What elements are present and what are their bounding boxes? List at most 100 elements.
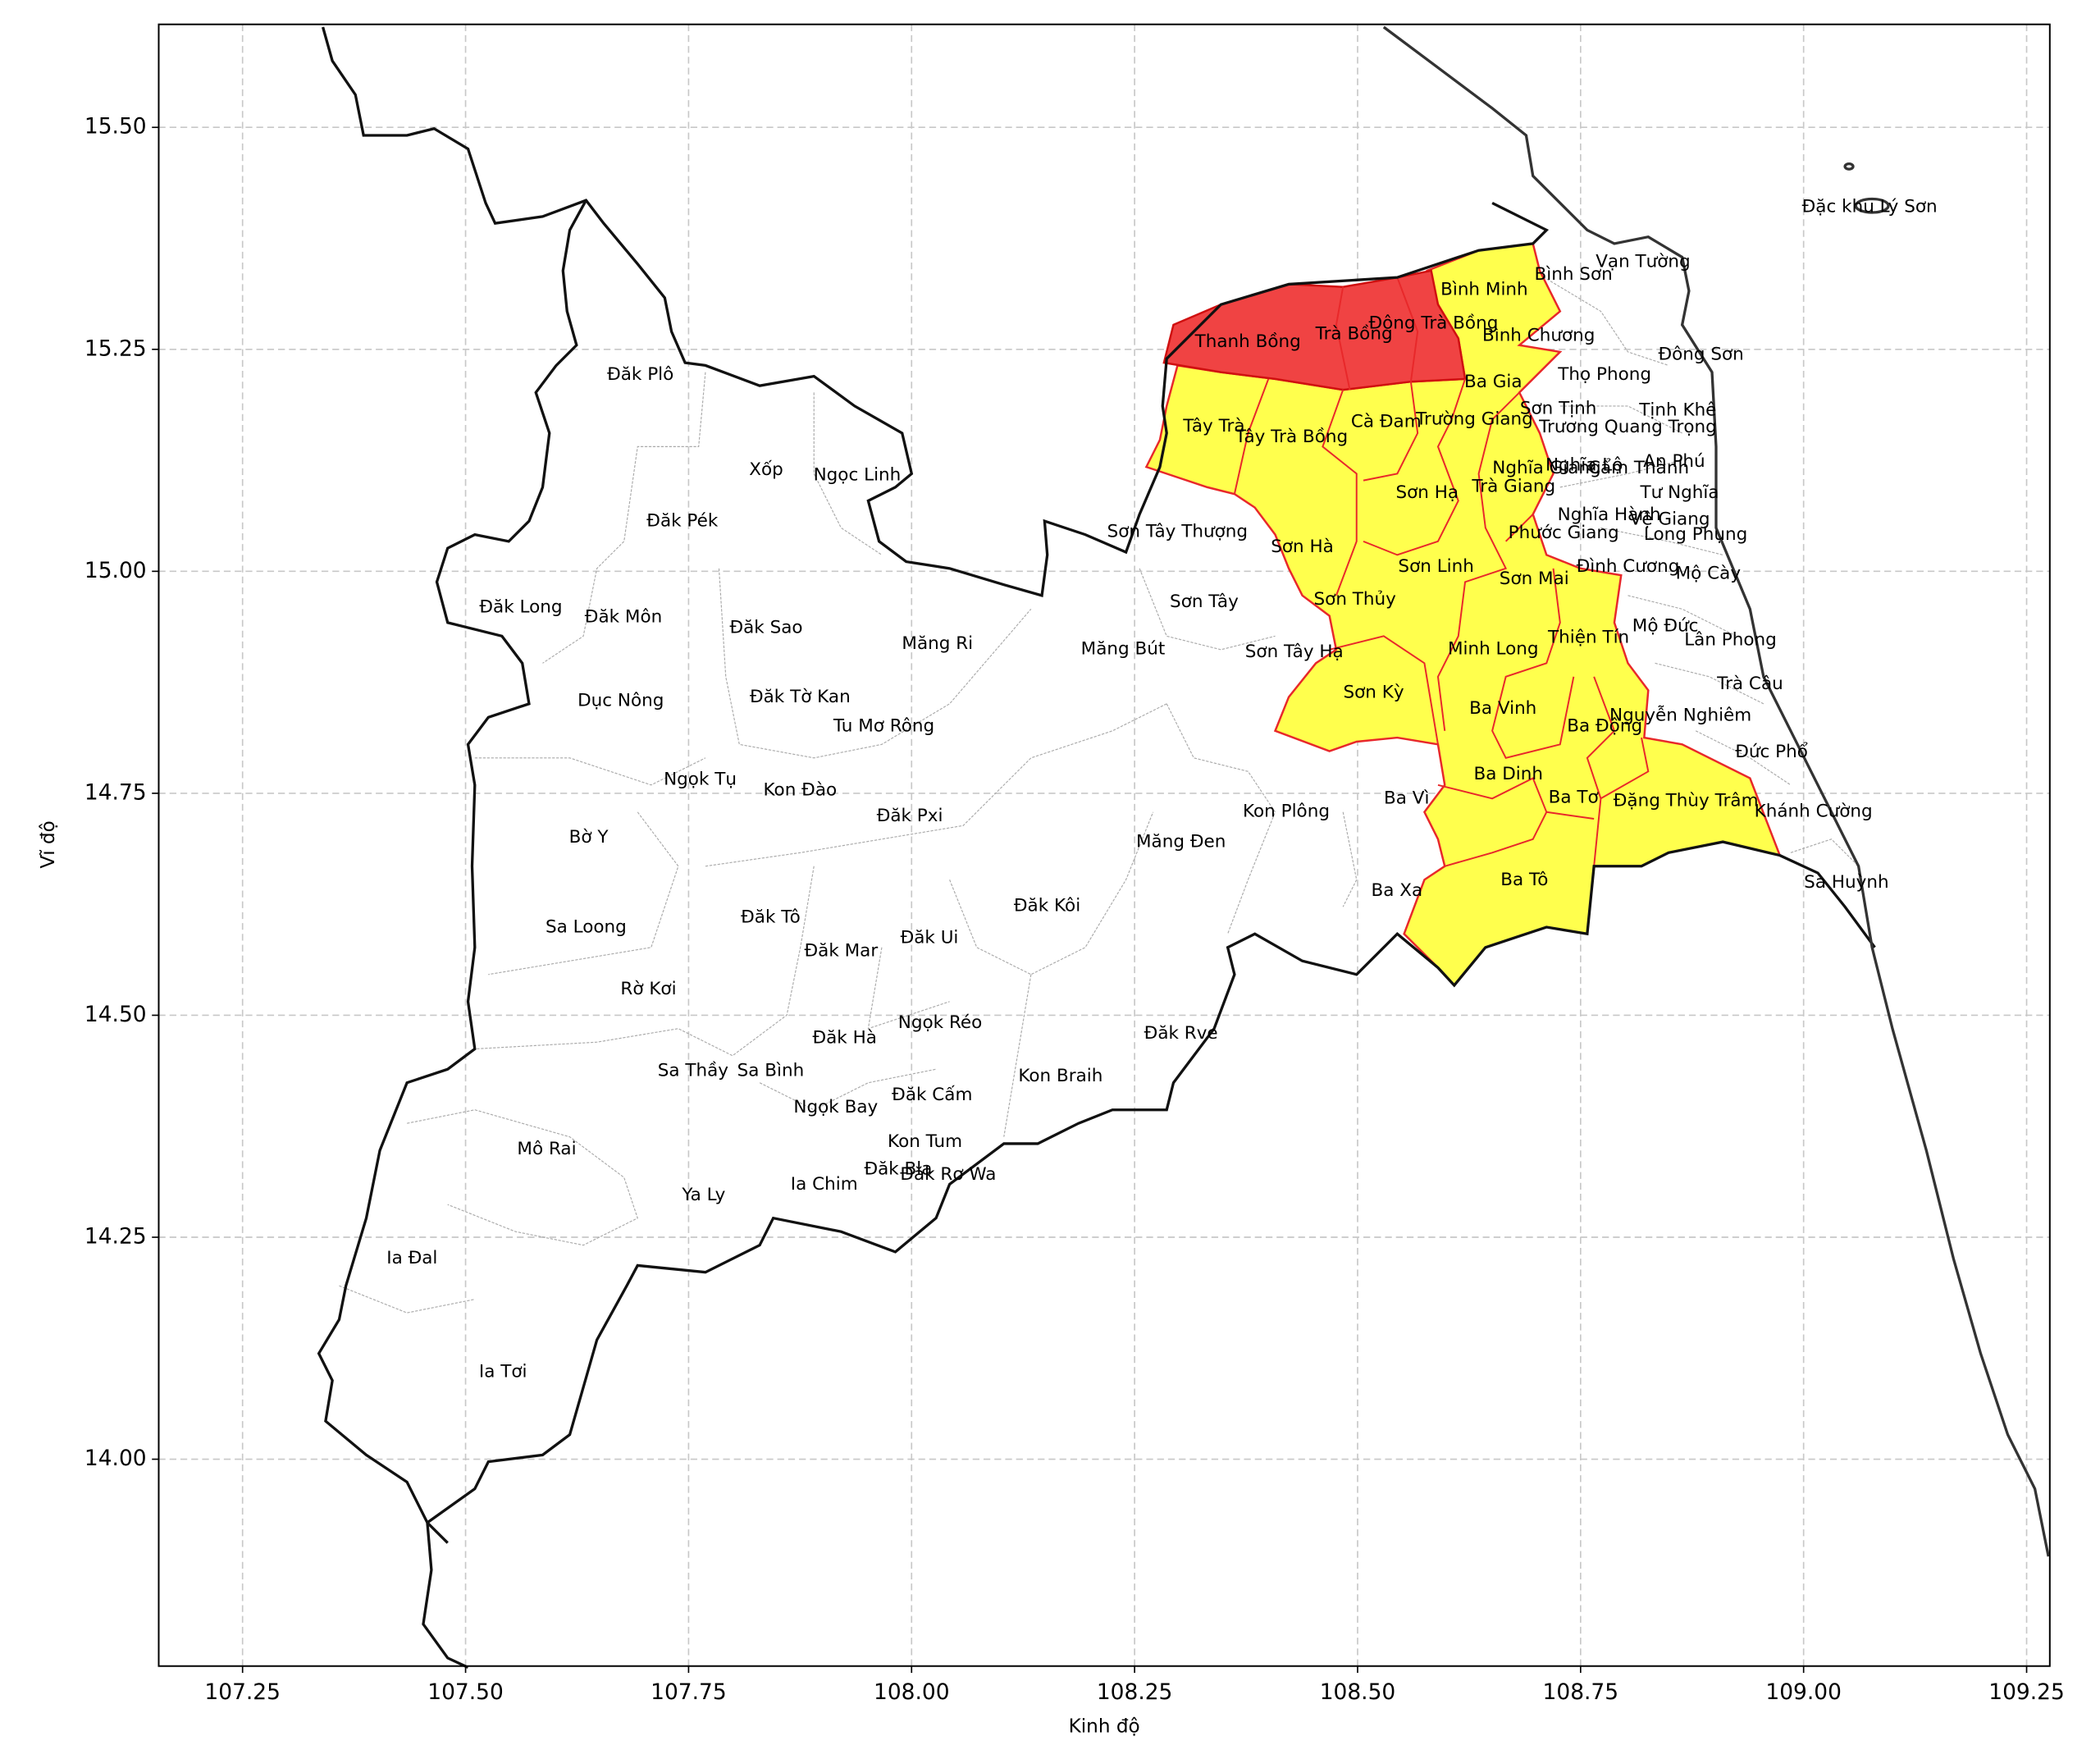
place-label: Đăk Tờ Kan [750, 687, 851, 707]
place-label: Sa Bình [737, 1061, 805, 1081]
place-label: Đăk Hà [812, 1028, 876, 1049]
place-label: Măng Đen [1136, 831, 1226, 852]
x-tick-label: 107.50 [427, 1679, 504, 1705]
grid [158, 24, 2050, 1666]
place-label: Ba Xa [1371, 880, 1422, 901]
place-label: Thọ Phong [1557, 364, 1651, 385]
place-label: Thiện Tín [1547, 628, 1629, 648]
region-yellow [1144, 242, 1782, 987]
place-label: Vệ Giang [1630, 509, 1710, 530]
y-tick-label: 15.50 [84, 114, 147, 139]
place-label: Đặng Thùy Trâm [1614, 791, 1759, 811]
place-label: Nguyễn Nghiêm [1609, 705, 1751, 726]
place-label: Sa Loong [546, 916, 627, 937]
place-label: Trường Giang [1415, 409, 1533, 429]
place-label: Sa Huỳnh [1804, 872, 1888, 893]
place-label: Xốp [749, 459, 783, 480]
place-label: Sơn Linh [1398, 556, 1473, 577]
place-label: Phước Giang [1509, 523, 1619, 543]
place-label: Sơn Hạ [1395, 482, 1459, 503]
y-tick-label: 14.75 [84, 779, 147, 805]
place-label: Đặc khu Lý Sơn [1802, 197, 1938, 217]
island [1843, 162, 1855, 171]
place-label: Trà Câu [1716, 674, 1783, 694]
place-label: Ba Tơ [1549, 787, 1599, 807]
place-label: Bình Minh [1440, 279, 1528, 299]
place-label: Đăk Tô [741, 907, 801, 927]
place-label: Sơn Mai [1500, 569, 1569, 589]
x-tick-label: 108.50 [1320, 1679, 1396, 1705]
place-label: Đăk Bla [864, 1159, 932, 1180]
place-label: Bờ Y [569, 827, 609, 848]
place-label: Đăk Plô [607, 364, 673, 385]
y-tick-label: 15.25 [84, 336, 147, 361]
place-label: Tư Nghĩa [1639, 482, 1719, 503]
place-label: Tây Trà [1182, 416, 1244, 436]
place-label: Tịnh Khê [1638, 400, 1716, 420]
place-label: Ia Chim [791, 1174, 858, 1195]
place-label: Đông Sơn [1658, 344, 1743, 364]
place-label: Tu Mơ Rông [833, 716, 934, 737]
place-label: Kon Braih [1018, 1066, 1102, 1086]
place-label: Ngọk Bay [793, 1097, 878, 1117]
place-label: Sơn Kỳ [1344, 683, 1404, 703]
x-tick-label: 107.25 [204, 1679, 281, 1705]
place-label: Dục Nông [578, 690, 664, 711]
place-label: Mộ Cày [1676, 564, 1742, 584]
island [1854, 197, 1890, 214]
region-internal-boundaries [1233, 276, 1650, 867]
place-label: Ba Tô [1500, 870, 1548, 890]
place-label: Cà Đam [1351, 412, 1422, 432]
place-label: Đăk Ui [901, 927, 959, 948]
place-label: Ia Tơi [479, 1362, 527, 1382]
place-label: Sa Thầy [658, 1061, 729, 1081]
place-label: An Phú [1643, 451, 1705, 472]
y-tick-label: 15.00 [84, 558, 147, 583]
place-label: Ba Động [1567, 716, 1642, 737]
x-tick-label: 108.00 [874, 1679, 950, 1705]
place-label: Đăk Rơ Wa [900, 1164, 996, 1185]
place-label: Đăk Pxi [877, 806, 943, 826]
place-label: Ia Đal [386, 1248, 437, 1268]
place-label: Trương Quang Trọng [1538, 417, 1717, 437]
place-label: Nghĩa Hành [1558, 505, 1661, 525]
place-label: Cẩm Thành [1588, 458, 1689, 478]
place-label: Măng Bút [1081, 639, 1166, 660]
place-label: Ba Dinh [1473, 764, 1543, 784]
x-tick-label: 107.75 [651, 1679, 727, 1705]
place-label: Thanh Bồng [1194, 331, 1301, 352]
place-label: Đăk Môn [585, 607, 662, 628]
y-tick-label: 14.00 [84, 1446, 147, 1471]
place-label: Măng Ri [902, 633, 973, 654]
place-label: Khánh Cường [1755, 802, 1873, 822]
place-label: Nghĩa Lộ [1545, 455, 1623, 476]
place-label: Trà Bồng [1315, 323, 1393, 344]
x-axis-label: Kinh độ [1069, 1716, 1140, 1737]
x-tick-label: 108.75 [1543, 1679, 1619, 1705]
x-tick-label: 109.25 [1988, 1679, 2065, 1705]
y-tick-label: 14.50 [84, 1002, 147, 1027]
place-label: Rờ Kơi [620, 979, 676, 999]
y-axis-label: Vĩ độ [38, 820, 59, 868]
place-label: Ngọk Tụ [664, 770, 737, 790]
place-label: Ba Gia [1464, 372, 1522, 392]
province-outline-south [317, 199, 1876, 1669]
place-label: Sơn Hà [1271, 537, 1334, 557]
place-label: Mô Rai [517, 1139, 576, 1159]
commune-boundaries [339, 270, 1860, 1314]
place-label: Kon Đào [764, 780, 838, 801]
place-label: Sơn Tịnh [1520, 398, 1597, 418]
axes-frame [158, 23, 2051, 1667]
place-label: Đông Trà Bồng [1368, 313, 1498, 333]
place-label: Bình Chương [1482, 326, 1595, 346]
place-label: Minh Long [1448, 639, 1539, 660]
place-label: Long Phụng [1644, 524, 1747, 545]
place-label: Đức Phổ [1735, 742, 1808, 762]
coastline [1382, 25, 2050, 1557]
place-label: Ngọc Linh [814, 464, 902, 485]
ticks: 107.25 107.50 107.75 108.00 108.25 108.50 108.… [84, 114, 2065, 1705]
x-tick-label: 108.25 [1097, 1679, 1173, 1705]
place-label: Mộ Đức [1632, 615, 1699, 636]
